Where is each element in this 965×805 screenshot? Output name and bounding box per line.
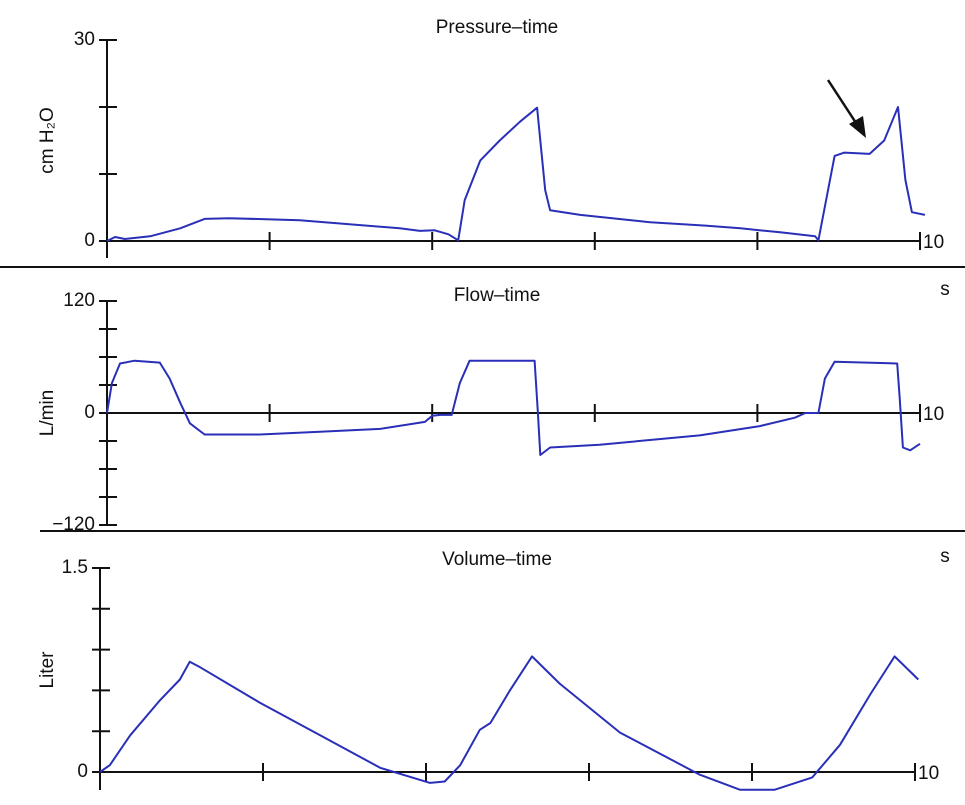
y-tick-label: 30: [74, 29, 95, 50]
x-tick-label: 10: [923, 404, 944, 425]
x-tick-label: 10: [923, 232, 944, 253]
y-axis-label: cm H₂O: [37, 107, 58, 173]
y-tick-label: 120: [63, 290, 95, 311]
y-tick-label: 0: [77, 761, 88, 782]
x-axis-label: s: [940, 546, 950, 567]
y-tick-label: 0: [84, 230, 95, 251]
data-line: [106, 359, 921, 456]
x-axis-label: s: [940, 279, 950, 300]
y-tick-label: 0: [84, 402, 95, 423]
y-axis-label: L/min: [37, 390, 58, 436]
chart-title: Volume–time: [442, 549, 552, 570]
data-line: [99, 655, 919, 791]
y-tick-label: −120: [52, 514, 95, 535]
chart-title: Pressure–time: [436, 17, 559, 38]
arrow-annotation: [826, 79, 866, 138]
y-axis-label: Liter: [37, 651, 58, 689]
chart-title: Flow–time: [454, 285, 541, 306]
y-tick-label: 1.5: [62, 557, 88, 578]
x-tick-label: 10: [918, 763, 939, 784]
data-line: [106, 106, 926, 242]
